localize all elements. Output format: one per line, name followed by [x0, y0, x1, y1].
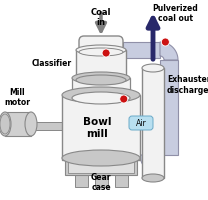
Text: Bowl
mill: Bowl mill — [83, 117, 111, 139]
Bar — [68, 159, 134, 173]
Polygon shape — [160, 60, 178, 155]
Text: Gear
case: Gear case — [91, 173, 111, 192]
Text: Air: Air — [136, 118, 146, 128]
Circle shape — [120, 95, 128, 103]
Bar — [75, 173, 88, 187]
FancyBboxPatch shape — [79, 36, 123, 52]
Ellipse shape — [142, 64, 164, 72]
Text: Pulverized
coal out: Pulverized coal out — [152, 4, 198, 23]
Ellipse shape — [0, 112, 11, 136]
Polygon shape — [123, 42, 160, 58]
Ellipse shape — [79, 48, 123, 56]
Text: Exhauster
discharge: Exhauster discharge — [167, 75, 208, 95]
Bar — [28, 122, 62, 130]
Bar — [65, 158, 137, 175]
Bar — [95, 173, 108, 187]
Ellipse shape — [62, 150, 140, 166]
Ellipse shape — [72, 72, 130, 84]
Text: Mill
motor: Mill motor — [4, 88, 30, 107]
Bar — [142, 68, 164, 178]
Polygon shape — [140, 155, 158, 173]
Ellipse shape — [76, 45, 126, 55]
Ellipse shape — [76, 75, 126, 85]
Bar — [72, 78, 130, 98]
Bar — [76, 50, 126, 80]
Polygon shape — [148, 155, 160, 173]
FancyBboxPatch shape — [129, 116, 153, 130]
Ellipse shape — [142, 174, 164, 182]
Bar — [62, 95, 140, 160]
Bar — [115, 173, 128, 187]
Bar — [5, 112, 31, 136]
Ellipse shape — [72, 92, 130, 104]
Text: Classifier: Classifier — [32, 58, 72, 68]
Ellipse shape — [62, 87, 140, 103]
Polygon shape — [160, 42, 178, 60]
Circle shape — [102, 49, 110, 57]
Ellipse shape — [25, 112, 37, 136]
Ellipse shape — [0, 114, 10, 134]
Circle shape — [161, 38, 169, 46]
Text: Coal
in: Coal in — [91, 8, 111, 27]
